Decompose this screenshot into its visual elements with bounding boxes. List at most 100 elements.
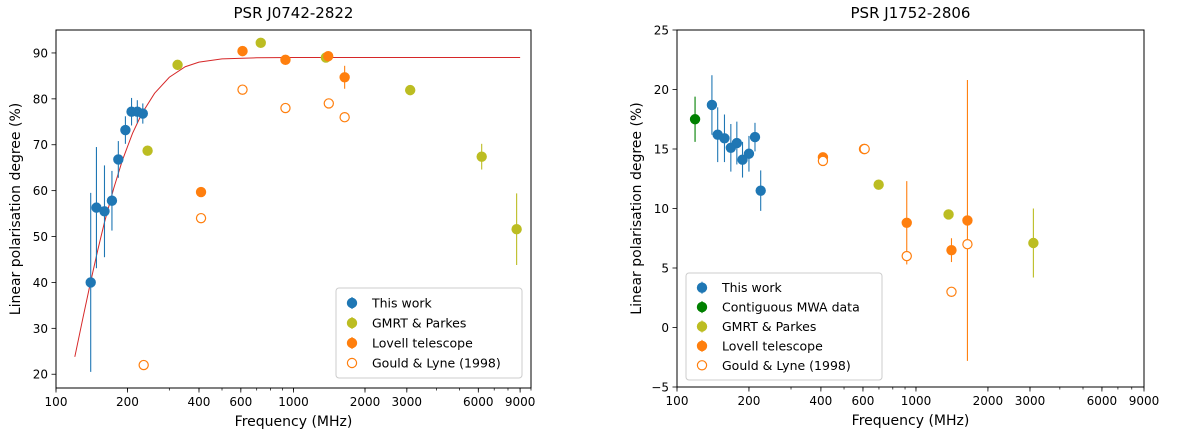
- y-axis-label: Linear polarisation degree (%): [8, 103, 24, 315]
- series-gould-lyne-1998-: [138, 84, 350, 371]
- x-tick-label: 2000: [350, 395, 381, 409]
- legend-frame: [685, 272, 883, 381]
- data-point: [901, 250, 912, 262]
- x-tick-label: 1000: [901, 394, 932, 408]
- data-point: [237, 84, 248, 95]
- x-tick-label: 6000: [463, 395, 494, 409]
- series-gould-lyne-1998-: [817, 143, 973, 297]
- plot-area: [74, 37, 522, 372]
- data-point: [946, 286, 957, 297]
- x-tick-label: 9000: [1129, 394, 1160, 408]
- series-this-work: [706, 75, 766, 211]
- y-axis-label: Linear polarisation degree (%): [629, 102, 645, 314]
- y-tick-label: 0: [661, 321, 669, 335]
- y-tick-label: −5: [651, 381, 669, 395]
- data-point: [113, 154, 124, 165]
- y-tick-label: 30: [33, 322, 48, 336]
- legend-label: This work: [721, 280, 783, 295]
- data-point: [749, 131, 761, 143]
- legend-label: Lovell telescope: [372, 336, 473, 351]
- x-tick-label: 200: [737, 394, 760, 408]
- chart-title: PSR J1752-2806: [851, 4, 971, 22]
- data-point: [859, 143, 870, 155]
- x-tick-label: 100: [45, 395, 68, 409]
- legend-marker: [346, 357, 358, 369]
- x-axis-label: Frequency (MHz): [235, 414, 353, 430]
- x-tick-label: 600: [851, 394, 874, 408]
- y-tick-label: 15: [654, 143, 669, 157]
- legend-marker: [696, 360, 708, 371]
- y-tick-label: 5: [661, 262, 669, 276]
- legend-marker: [346, 297, 358, 309]
- legend-label: Gould & Lyne (1998): [722, 358, 851, 373]
- x-tick-label: 1000: [278, 395, 309, 409]
- y-tick-label: 80: [33, 92, 48, 106]
- x-tick-label: 400: [188, 395, 211, 409]
- data-point: [873, 179, 884, 190]
- data-point: [404, 84, 416, 96]
- legend-label: Gould & Lyne (1998): [372, 356, 501, 371]
- y-tick-label: 60: [33, 184, 48, 198]
- data-point: [280, 102, 291, 114]
- x-tick-label: 3000: [392, 395, 423, 409]
- data-point: [755, 185, 766, 196]
- legend-label: This work: [371, 296, 433, 311]
- x-tick-label: 200: [116, 395, 139, 409]
- data-point: [689, 114, 701, 125]
- x-tick-label: 3000: [1015, 394, 1046, 408]
- series-gmrt-parkes: [873, 179, 1039, 278]
- y-tick-label: 20: [654, 83, 669, 97]
- data-point: [237, 45, 248, 57]
- plot-frame: [55, 29, 532, 389]
- series-gmrt-parkes: [142, 37, 522, 265]
- legend-marker: [696, 301, 708, 313]
- data-point: [255, 37, 266, 49]
- x-tick-label: 600: [229, 395, 252, 409]
- legend-label: GMRT & Parkes: [722, 319, 816, 334]
- data-point: [339, 112, 350, 123]
- y-tick-label: 90: [33, 46, 48, 60]
- data-point: [323, 50, 334, 62]
- data-point: [706, 99, 718, 111]
- data-point: [511, 223, 522, 235]
- data-point: [137, 108, 149, 119]
- y-tick-label: 20: [33, 368, 48, 382]
- data-point: [962, 215, 973, 226]
- plot-area: [689, 75, 1039, 361]
- data-point: [737, 154, 748, 165]
- y-tick-label: 25: [654, 24, 669, 38]
- y-tick-label: 40: [33, 276, 48, 290]
- data-point: [142, 145, 153, 156]
- x-tick-label: 6000: [1087, 394, 1118, 408]
- x-tick-label: 2000: [973, 394, 1004, 408]
- series-this-work: [85, 97, 149, 372]
- data-point: [743, 148, 755, 159]
- series-lovell-telescope: [195, 45, 350, 198]
- chart-1: PSR J0742-2822 100 200 400 600 1000 2000 3000 60…: [8, 4, 535, 430]
- data-point: [85, 277, 96, 288]
- chart-title: PSR J0742-2822: [234, 4, 354, 22]
- data-point: [339, 72, 350, 83]
- data-point: [719, 133, 730, 144]
- data-point: [1028, 237, 1039, 249]
- data-point: [943, 209, 954, 220]
- data-point: [323, 98, 334, 109]
- series-contiguous-mwa-data: [689, 96, 701, 142]
- legend-marker: [346, 337, 358, 349]
- legend-label: Contiguous MWA data: [722, 300, 860, 315]
- legend-marker: [696, 282, 708, 293]
- data-point: [172, 59, 183, 71]
- data-point: [946, 244, 957, 256]
- legend-marker: [346, 317, 358, 329]
- legend-frame: [335, 287, 523, 379]
- legend: This work GMRT & Parkes Lovell telescope Go…: [335, 287, 523, 379]
- data-point: [120, 124, 131, 136]
- plot-frame: [676, 29, 1145, 388]
- data-point: [901, 217, 912, 228]
- legend-marker: [696, 340, 708, 352]
- data-point: [99, 206, 110, 217]
- y-tick-label: 70: [33, 138, 48, 152]
- data-point: [195, 186, 207, 198]
